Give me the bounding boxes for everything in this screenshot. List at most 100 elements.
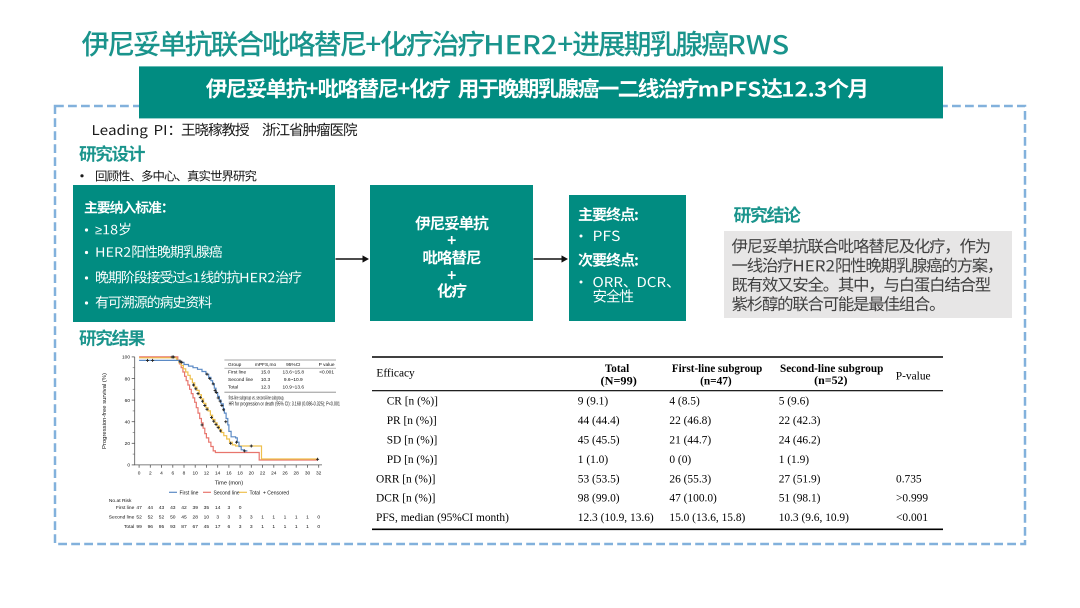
svg-text:Time (mon): Time (mon) <box>215 481 244 487</box>
svg-text:22 (46.8): 22 (46.8) <box>669 415 711 427</box>
svg-text:21 (44.7): 21 (44.7) <box>669 435 711 447</box>
svg-text:3: 3 <box>250 515 253 521</box>
svg-text:24 (46.2): 24 (46.2) <box>779 435 821 447</box>
svg-text:12.3: 12.3 <box>261 384 271 390</box>
svg-text:<0.001: <0.001 <box>896 512 928 524</box>
svg-text:40: 40 <box>125 420 131 426</box>
svg-text:87: 87 <box>181 524 187 530</box>
svg-text:Total: Total <box>605 363 629 375</box>
svg-text:1: 1 <box>261 515 264 521</box>
svg-text:28: 28 <box>294 471 300 477</box>
svg-text:CR [n (%)]: CR [n (%)] <box>387 396 438 408</box>
svg-text:44: 44 <box>148 505 154 511</box>
svg-text:0: 0 <box>127 463 130 469</box>
svg-text:First line: First line <box>228 369 246 375</box>
svg-text:20: 20 <box>249 471 255 477</box>
svg-text:39: 39 <box>192 505 198 511</box>
svg-text:(N=99): (N=99) <box>601 375 638 387</box>
svg-text:43: 43 <box>170 505 176 511</box>
svg-text:53 (53.5): 53 (53.5) <box>578 473 620 485</box>
svg-text:mPFS,mo: mPFS,mo <box>255 362 277 368</box>
svg-text:HR for progression or death (9: HR for progression or death (95% CI): 3.… <box>229 401 340 407</box>
svg-text:98 (99.0): 98 (99.0) <box>578 493 620 505</box>
svg-text:45: 45 <box>204 524 210 530</box>
svg-text:DCR [n (%)]: DCR [n (%)] <box>376 493 435 505</box>
svg-text:0.735: 0.735 <box>896 473 922 485</box>
svg-text:13.6~15.8: 13.6~15.8 <box>283 369 305 375</box>
svg-text:9 (9.1): 9 (9.1) <box>578 396 609 408</box>
svg-text:Progression-free survival (%): Progression-free survival (%) <box>102 373 108 449</box>
svg-text:1: 1 <box>272 524 275 530</box>
svg-text:1: 1 <box>295 524 298 530</box>
svg-text:96: 96 <box>148 524 154 530</box>
svg-text:80: 80 <box>125 376 131 382</box>
svg-text:6: 6 <box>228 524 231 530</box>
svg-text:Total: Total <box>250 491 261 497</box>
svg-text:1: 1 <box>295 515 298 521</box>
svg-text:(n=47): (n=47) <box>700 375 732 387</box>
svg-text:52: 52 <box>148 515 154 521</box>
svg-text:0: 0 <box>317 524 320 530</box>
svg-text:Total: Total <box>228 384 238 390</box>
svg-text:26: 26 <box>282 471 288 477</box>
svg-text:Second line: Second line <box>109 515 135 521</box>
svg-text:8: 8 <box>183 471 186 477</box>
svg-text:PD [n (%)]: PD [n (%)] <box>387 454 438 466</box>
svg-text:14: 14 <box>215 505 221 511</box>
svg-text:First-line subgroup: First-line subgroup <box>672 363 762 375</box>
svg-text:1: 1 <box>306 524 309 530</box>
svg-text:95: 95 <box>159 524 165 530</box>
svg-text:10.9~13.6: 10.9~13.6 <box>283 384 305 390</box>
svg-text:First line: First line <box>180 491 199 497</box>
svg-text:Second line: Second line <box>214 491 240 497</box>
svg-text:52: 52 <box>136 515 142 521</box>
svg-text:22: 22 <box>260 471 266 477</box>
svg-text:PFS, median (95%CI month): PFS, median (95%CI month) <box>376 512 509 524</box>
svg-text:16: 16 <box>226 471 232 477</box>
svg-text:0 (0): 0 (0) <box>669 454 691 466</box>
svg-text:PR [n (%)]: PR [n (%)] <box>387 415 437 427</box>
svg-text:52: 52 <box>159 515 165 521</box>
svg-text:42: 42 <box>181 505 187 511</box>
svg-text:9.6~10.9: 9.6~10.9 <box>284 377 303 383</box>
svg-text:20: 20 <box>125 441 131 447</box>
svg-text:45: 45 <box>181 515 187 521</box>
svg-text:3: 3 <box>228 515 231 521</box>
svg-text:+ Censored: + Censored <box>263 491 289 497</box>
svg-text:1: 1 <box>261 524 264 530</box>
svg-text:100: 100 <box>122 355 130 361</box>
svg-text:0: 0 <box>239 505 242 511</box>
svg-text:47: 47 <box>136 505 142 511</box>
svg-text:26 (55.3): 26 (55.3) <box>669 473 711 485</box>
svg-text:3: 3 <box>239 524 242 530</box>
svg-text:95%CI: 95%CI <box>286 362 300 368</box>
svg-text:1 (1.0): 1 (1.0) <box>578 454 609 466</box>
svg-text:3: 3 <box>250 524 253 530</box>
svg-text:10: 10 <box>204 515 210 521</box>
svg-text:0: 0 <box>317 515 320 521</box>
svg-text:first-line subgroup vs. second: first-line subgroup vs. second-line subg… <box>229 395 285 401</box>
svg-text:10.3: 10.3 <box>261 377 271 383</box>
svg-text:1 (1.9): 1 (1.9) <box>779 454 810 466</box>
svg-text:10.3 (9.6, 10.9): 10.3 (9.6, 10.9) <box>779 512 849 524</box>
svg-text:15.0: 15.0 <box>261 369 271 375</box>
svg-text:3: 3 <box>228 505 231 511</box>
svg-text:35: 35 <box>204 505 210 511</box>
svg-text:P value: P value <box>319 362 335 368</box>
svg-text:(n=52): (n=52) <box>814 375 848 387</box>
svg-text:10: 10 <box>193 471 199 477</box>
svg-text:SD [n (%)]: SD [n (%)] <box>387 435 438 447</box>
svg-text:47 (100.0): 47 (100.0) <box>669 493 717 505</box>
svg-text:<0.001: <0.001 <box>319 369 334 375</box>
svg-text:>0.999: >0.999 <box>896 493 928 505</box>
svg-text:17: 17 <box>215 524 221 530</box>
svg-text:43: 43 <box>159 505 165 511</box>
svg-text:30: 30 <box>305 471 311 477</box>
svg-text:Second line: Second line <box>228 377 253 383</box>
svg-text:60: 60 <box>125 398 131 404</box>
svg-text:45 (45.5): 45 (45.5) <box>578 435 620 447</box>
svg-text:5 (9.6): 5 (9.6) <box>779 396 810 408</box>
svg-text:12: 12 <box>204 471 210 477</box>
svg-text:3: 3 <box>239 515 242 521</box>
svg-text:1: 1 <box>272 515 275 521</box>
